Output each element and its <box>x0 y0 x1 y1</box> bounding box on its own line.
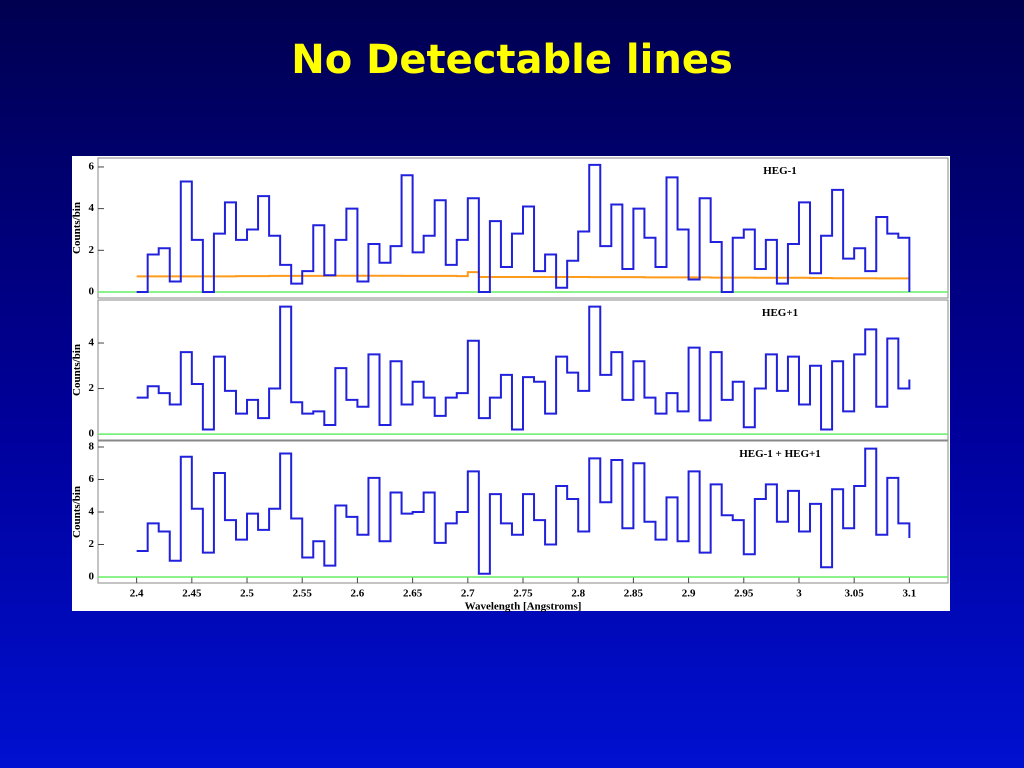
x-tick-label: 2.85 <box>624 588 644 600</box>
y-tick-label: 6 <box>89 473 95 485</box>
spectrum-line <box>136 163 911 293</box>
panel-label: HEG+1 <box>762 307 798 319</box>
x-tick-label: 3.05 <box>845 588 865 600</box>
panel-label: HEG-1 <box>763 165 797 177</box>
x-tick-label: 2.9 <box>682 588 696 600</box>
panel-label: HEG-1 + HEG+1 <box>739 448 821 460</box>
spectrum-line <box>136 447 911 575</box>
x-tick-label: 2.65 <box>403 588 423 600</box>
x-tick-label: 2.8 <box>571 588 585 600</box>
x-tick-label: 2.45 <box>182 588 202 600</box>
y-tick-label: 2 <box>89 382 95 394</box>
y-axis-label: Counts/bin <box>71 344 83 396</box>
x-tick-label: 2.7 <box>461 588 475 600</box>
x-tick-label: 2.6 <box>351 588 365 600</box>
y-axis-label: Counts/bin <box>71 202 83 254</box>
y-tick-label: 0 <box>89 428 95 440</box>
y-tick-label: 2 <box>89 538 95 550</box>
y-tick-label: 0 <box>89 285 95 297</box>
y-tick-label: 0 <box>89 571 95 583</box>
spectrum-line <box>136 305 911 431</box>
y-tick-label: 8 <box>89 441 95 453</box>
x-tick-label: 2.5 <box>240 588 254 600</box>
slide-title: No Detectable lines <box>291 37 733 83</box>
x-axis-label: Wavelength [Angstroms] <box>465 601 582 613</box>
y-tick-label: 6 <box>89 160 95 172</box>
y-tick-label: 4 <box>89 506 95 518</box>
y-tick-label: 4 <box>89 337 95 349</box>
y-tick-label: 4 <box>89 202 95 214</box>
x-tick-label: 2.4 <box>130 588 144 600</box>
x-tick-label: 2.55 <box>293 588 313 600</box>
y-axis-label: Counts/bin <box>71 486 83 538</box>
panel-frame <box>97 157 949 299</box>
y-tick-label: 2 <box>89 244 95 256</box>
x-tick-label: 2.75 <box>513 588 533 600</box>
x-tick-label: 3.1 <box>902 588 916 600</box>
panel-frame <box>97 299 949 441</box>
x-tick-label: 2.95 <box>734 588 754 600</box>
x-tick-label: 3 <box>796 588 802 600</box>
